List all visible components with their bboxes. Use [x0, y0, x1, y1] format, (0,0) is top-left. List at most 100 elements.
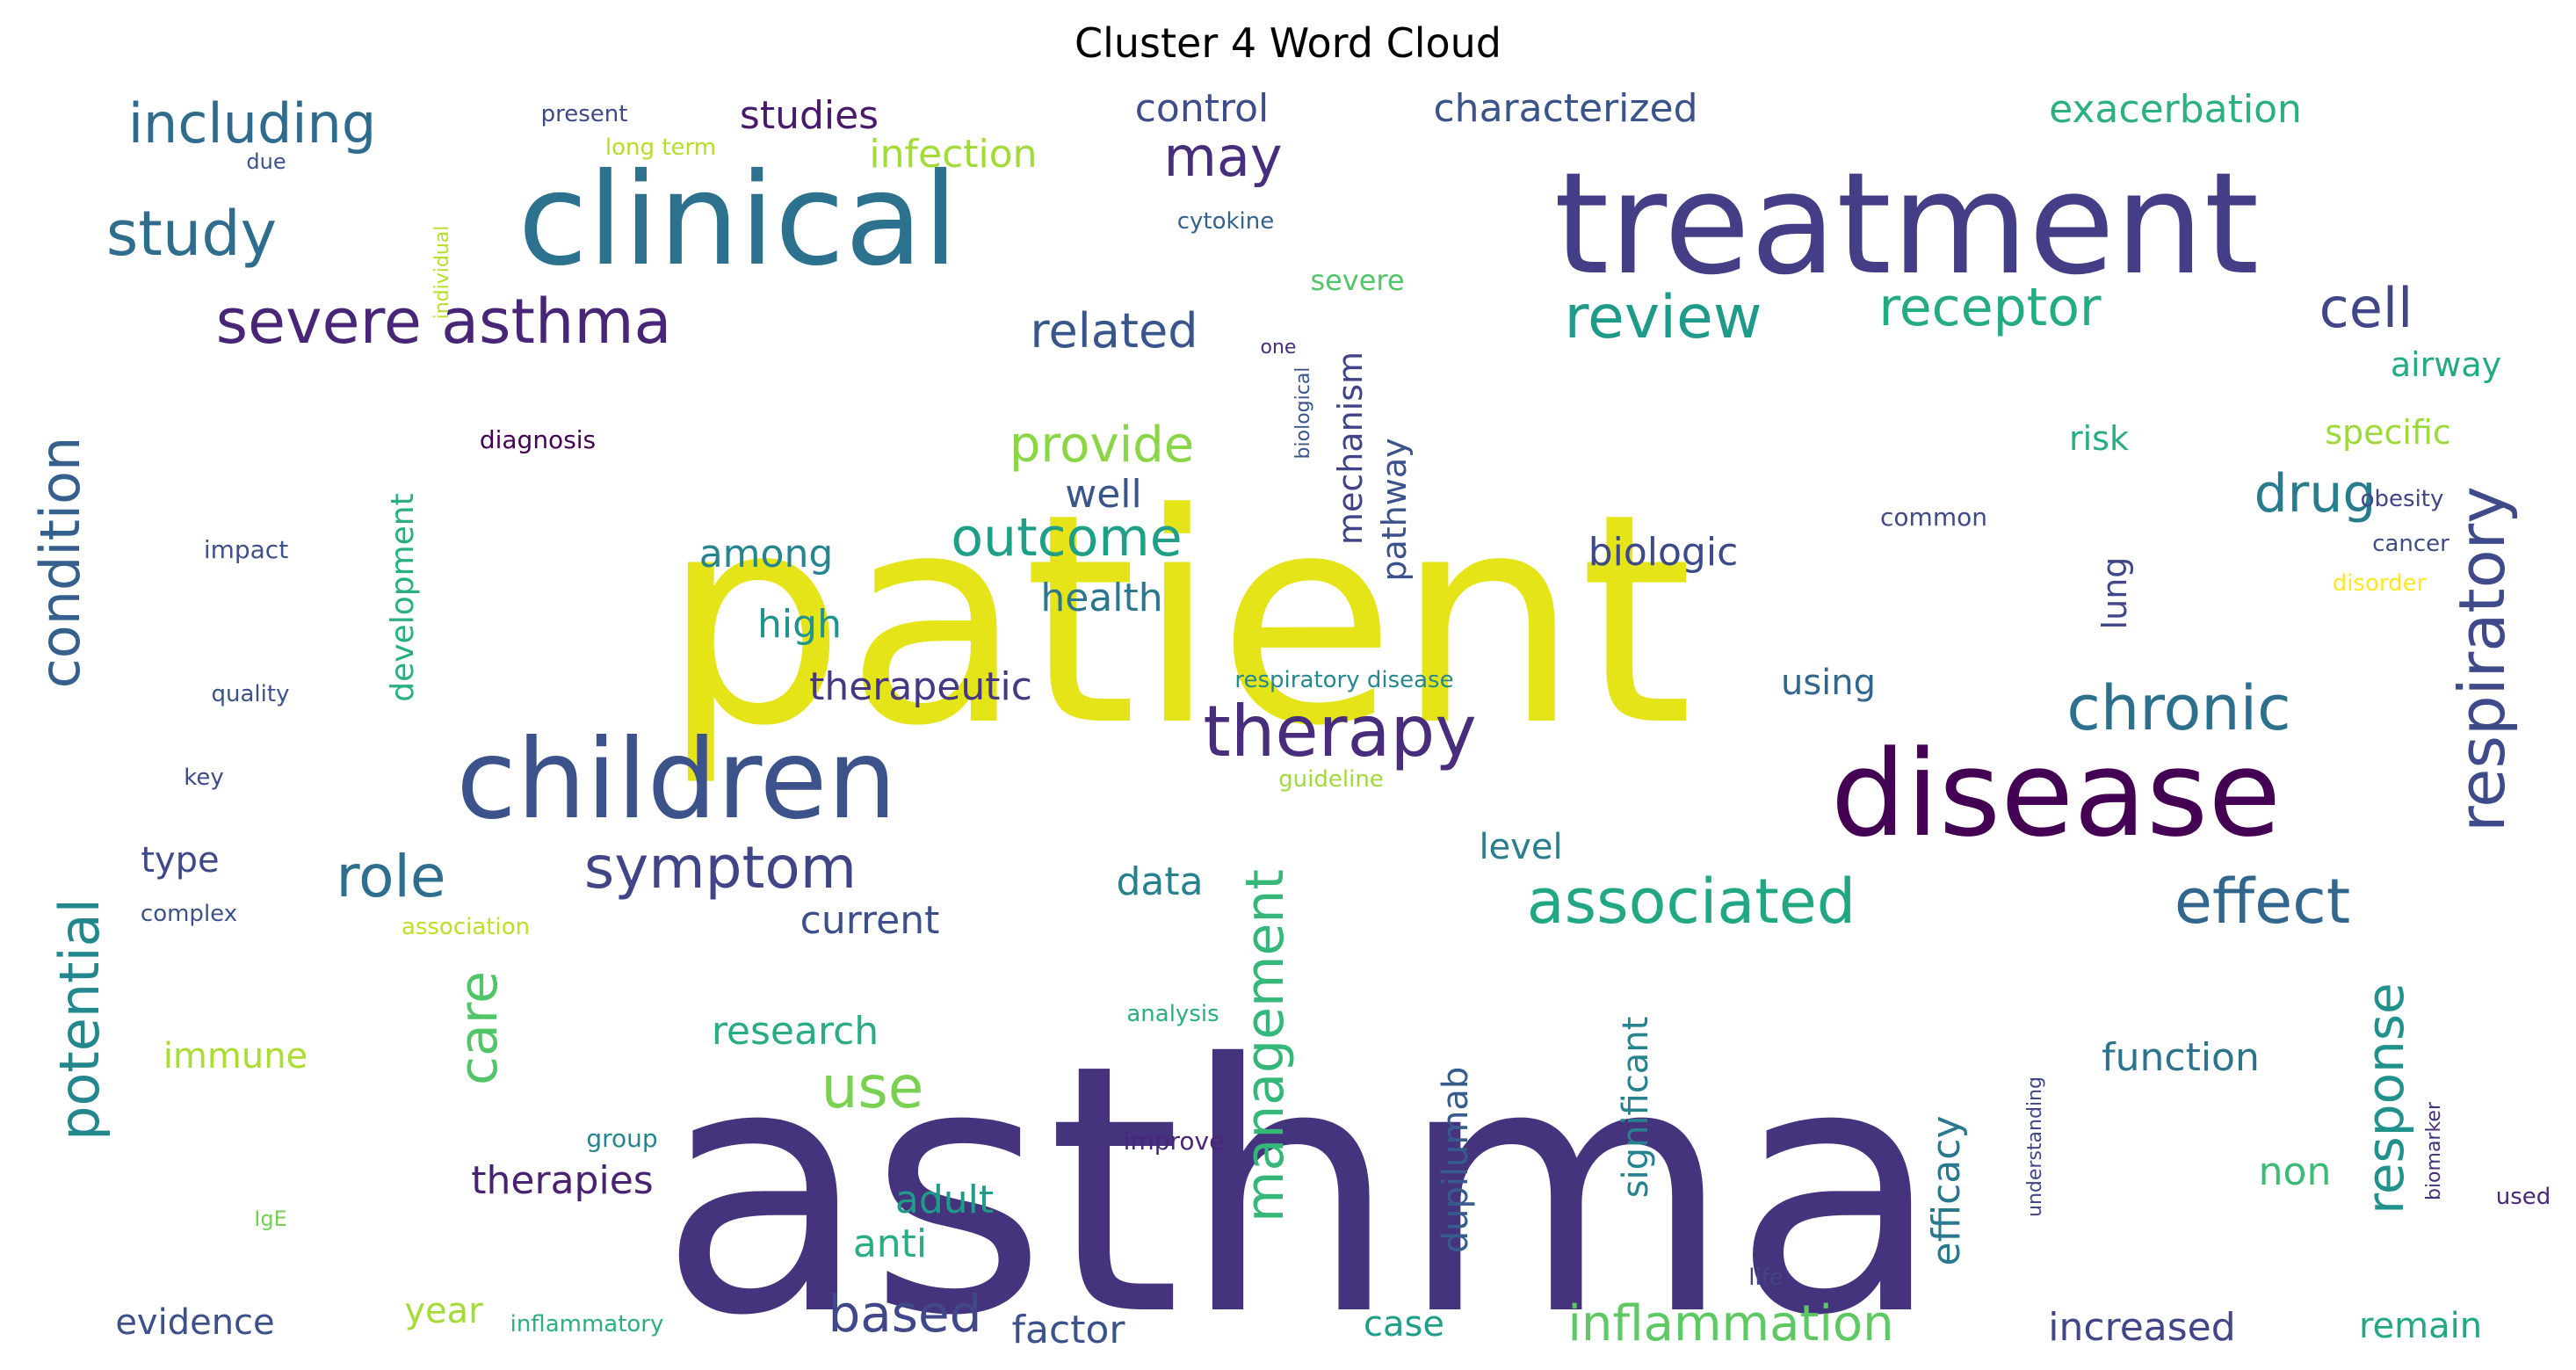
chart-title: Cluster 4 Word Cloud	[1074, 19, 1502, 67]
word-life: life	[1748, 1265, 1784, 1291]
word-remain: remain	[2359, 1306, 2482, 1346]
word-disorder: disorder	[2333, 570, 2427, 597]
word-control: control	[1135, 86, 1270, 131]
word-infection: infection	[869, 132, 1037, 177]
word-disease: disease	[1831, 725, 2282, 863]
word-impact: impact	[204, 535, 288, 564]
word-lung: lung	[2095, 557, 2134, 630]
word-non: non	[2259, 1149, 2332, 1194]
word-risk: risk	[2069, 419, 2129, 458]
word-inflammation: inflammation	[1567, 1295, 1893, 1352]
word-outcome: outcome	[951, 507, 1182, 569]
word-quality: quality	[212, 681, 290, 707]
word-complex: complex	[141, 901, 237, 927]
word-studies: studies	[740, 93, 879, 138]
word-therapeutic: therapeutic	[809, 664, 1032, 709]
word-one: one	[1261, 337, 1297, 359]
word-severe: severe	[1310, 264, 1404, 297]
word-evidence: evidence	[115, 1302, 274, 1343]
word-respiratory-disease: respiratory disease	[1234, 667, 1453, 693]
word-children: children	[456, 716, 897, 844]
word-provide: provide	[1009, 417, 1194, 474]
word-using: using	[1781, 663, 1876, 703]
word-biologic: biologic	[1588, 530, 1739, 575]
word-significant: significant	[1616, 1017, 1656, 1199]
word-condition: condition	[28, 437, 92, 689]
word-obesity: obesity	[2361, 486, 2444, 512]
word-improve: improve	[1124, 1127, 1225, 1156]
word-due: due	[246, 149, 286, 174]
word-chronic: chronic	[2066, 672, 2290, 744]
word-study: study	[106, 198, 277, 270]
word-understanding: understanding	[2024, 1076, 2046, 1217]
word-function: function	[2102, 1035, 2260, 1080]
word-current: current	[800, 898, 940, 943]
word-diagnosis: diagnosis	[480, 425, 596, 454]
word-biomarker: biomarker	[2423, 1101, 2445, 1200]
word-clinical: clinical	[517, 146, 958, 294]
word-asthma: asthma	[658, 991, 1942, 1370]
word-cancer: cancer	[2372, 531, 2449, 557]
word-dupilumab: dupilumab	[1436, 1067, 1476, 1254]
word-treatment: treatment	[1554, 141, 2260, 306]
word-drug: drug	[2254, 463, 2377, 525]
word-therapies: therapies	[471, 1158, 653, 1203]
word-long-term: long term	[605, 134, 716, 161]
word-anti: anti	[853, 1221, 927, 1266]
word-patient: patient	[662, 452, 1693, 789]
word-guideline: guideline	[1278, 766, 1384, 793]
word-ige: IgE	[254, 1207, 286, 1231]
word-high: high	[757, 602, 842, 647]
word-role: role	[336, 843, 445, 910]
word-among: among	[699, 532, 834, 576]
word-association: association	[402, 914, 530, 940]
word-pathway: pathway	[1375, 438, 1414, 581]
word-individual: individual	[431, 226, 453, 320]
word-airway: airway	[2391, 345, 2501, 384]
word-factor: factor	[1012, 1308, 1126, 1352]
word-specific: specific	[2325, 413, 2451, 452]
word-potential: potential	[47, 898, 112, 1141]
word-receptor: receptor	[1878, 277, 2101, 338]
word-development: development	[385, 493, 421, 701]
word-management: management	[1234, 869, 1296, 1222]
word-increased: increased	[2048, 1305, 2235, 1350]
word-immune: immune	[163, 1036, 308, 1076]
word-analysis: analysis	[1126, 1001, 1219, 1027]
word-based: based	[828, 1284, 981, 1344]
word-characterized: characterized	[1433, 86, 1697, 131]
word-research: research	[712, 1009, 879, 1054]
word-may: may	[1163, 125, 1282, 189]
word-cytokine: cytokine	[1177, 208, 1275, 235]
word-cloud-words: patient asthma treatment clinical disease chi…	[28, 86, 2551, 1370]
word-associated: associated	[1527, 866, 1856, 938]
word-data: data	[1116, 859, 1203, 904]
word-group: group	[586, 1124, 657, 1153]
word-key: key	[184, 765, 224, 791]
word-used: used	[2496, 1184, 2551, 1210]
word-biological: biological	[1292, 367, 1314, 460]
word-symptom: symptom	[584, 834, 857, 902]
word-well: well	[1065, 472, 1142, 517]
word-effect: effect	[2174, 866, 2350, 938]
word-case: case	[1364, 1304, 1444, 1345]
word-efficacy: efficacy	[1924, 1116, 1969, 1266]
word-severe-asthma: severe asthma	[216, 286, 672, 358]
word-common: common	[1880, 503, 1987, 532]
word-respiratory: respiratory	[2445, 486, 2519, 832]
word-exacerbation: exacerbation	[2049, 87, 2302, 132]
word-adult: adult	[895, 1178, 994, 1222]
word-year: year	[404, 1291, 483, 1331]
word-use: use	[821, 1054, 924, 1121]
word-review: review	[1565, 283, 1762, 352]
word-cell: cell	[2319, 276, 2413, 340]
word-response: response	[2355, 982, 2415, 1214]
word-health: health	[1040, 576, 1162, 620]
word-related: related	[1030, 303, 1198, 359]
word-type: type	[141, 840, 219, 881]
word-level: level	[1479, 827, 1562, 867]
word-including: including	[128, 91, 376, 156]
word-care: care	[448, 971, 510, 1085]
word-inflammatory: inflammatory	[510, 1311, 664, 1337]
